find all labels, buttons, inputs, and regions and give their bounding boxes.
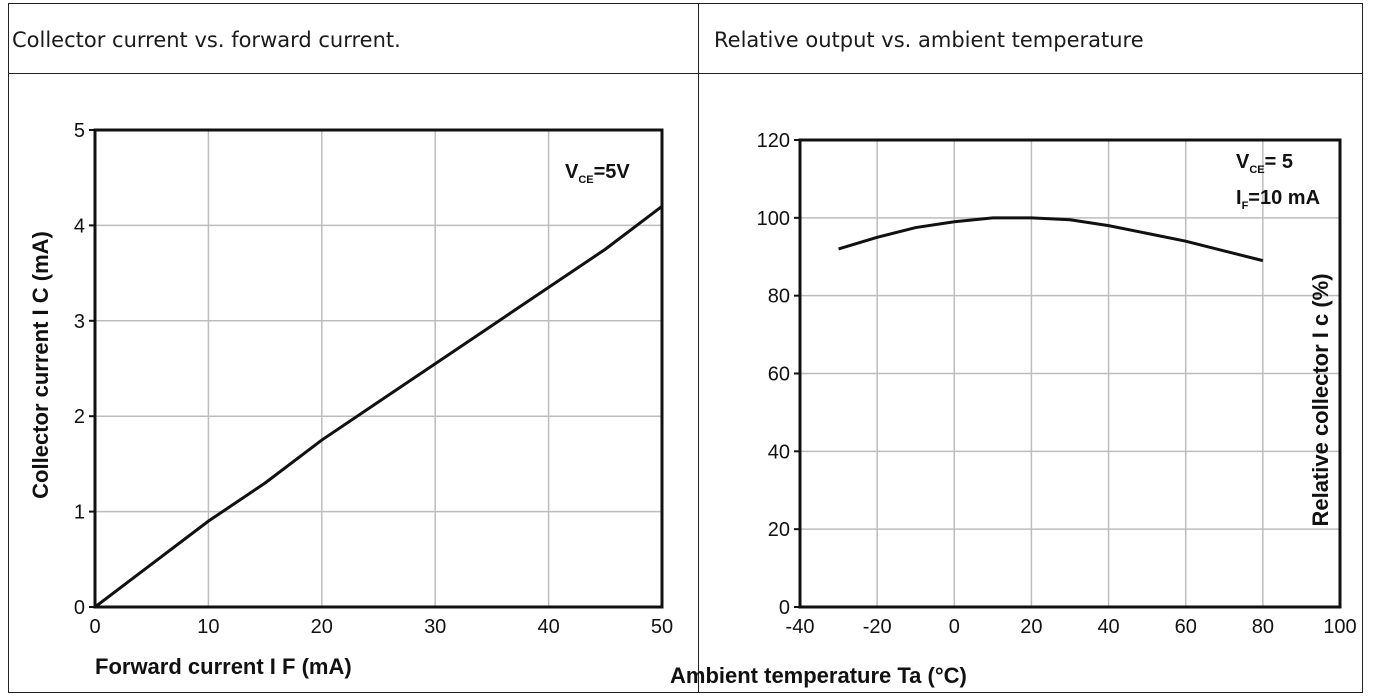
y-tick-label: 20 [768,519,790,541]
x-tick-label: 20 [311,616,333,638]
series-line [838,216,1264,263]
x-tick-label: 40 [537,616,559,638]
plot-frame [798,138,1342,609]
y-tick-label: 1 [74,502,85,524]
y-tick-label: 4 [74,215,85,237]
x-tick-label: -20 [863,616,892,638]
x-tick-label: 80 [1252,616,1274,638]
x-tick-label: 0 [949,616,960,638]
x-tick-label: 50 [651,616,673,638]
y-tick-label: 60 [768,364,790,386]
y-tick-label: 0 [74,597,85,619]
x-tick-label: 40 [1097,616,1119,638]
x-tick-label: 0 [89,616,100,638]
header-divider [8,73,1363,74]
y-tick-label: 5 [74,120,85,142]
y-tick-label: 120 [757,130,790,152]
x-tick-label: 20 [1020,616,1042,638]
x-tick-label: 60 [1175,616,1197,638]
y-tick-label: 3 [74,311,85,333]
vce-annotation: VCE=5V [565,161,630,186]
y-tick-label: 100 [757,208,790,230]
y-tick-label: 80 [768,286,790,308]
left-panel-title: Collector current vs. forward current. [12,28,401,52]
y-tick-label: 40 [768,441,790,463]
plot-frame [93,128,664,609]
x-tick-label: 10 [197,616,219,638]
x-axis-label: Forward current I F (mA) [95,654,352,679]
series-line [94,205,663,609]
x-tick-label: 100 [1323,616,1356,638]
if-annotation: IF=10 mA [1236,187,1320,212]
vce-annotation: VCE= 5 [1236,151,1293,176]
x-tick-label: -40 [786,616,815,638]
right-panel-title: Relative output vs. ambient temperature [714,28,1144,52]
x-axis-label: Ambient temperature Ta (°C) [670,663,967,688]
x-tick-label: 30 [424,616,446,638]
panel-divider [698,3,699,693]
figure-frame [8,3,1363,693]
y-axis-label: Collector current I C (mA) [28,231,53,499]
y-tick-label: 0 [779,597,790,619]
y-tick-label: 2 [74,406,85,428]
y-axis-label: Relative collector I c (%) [1308,273,1333,526]
